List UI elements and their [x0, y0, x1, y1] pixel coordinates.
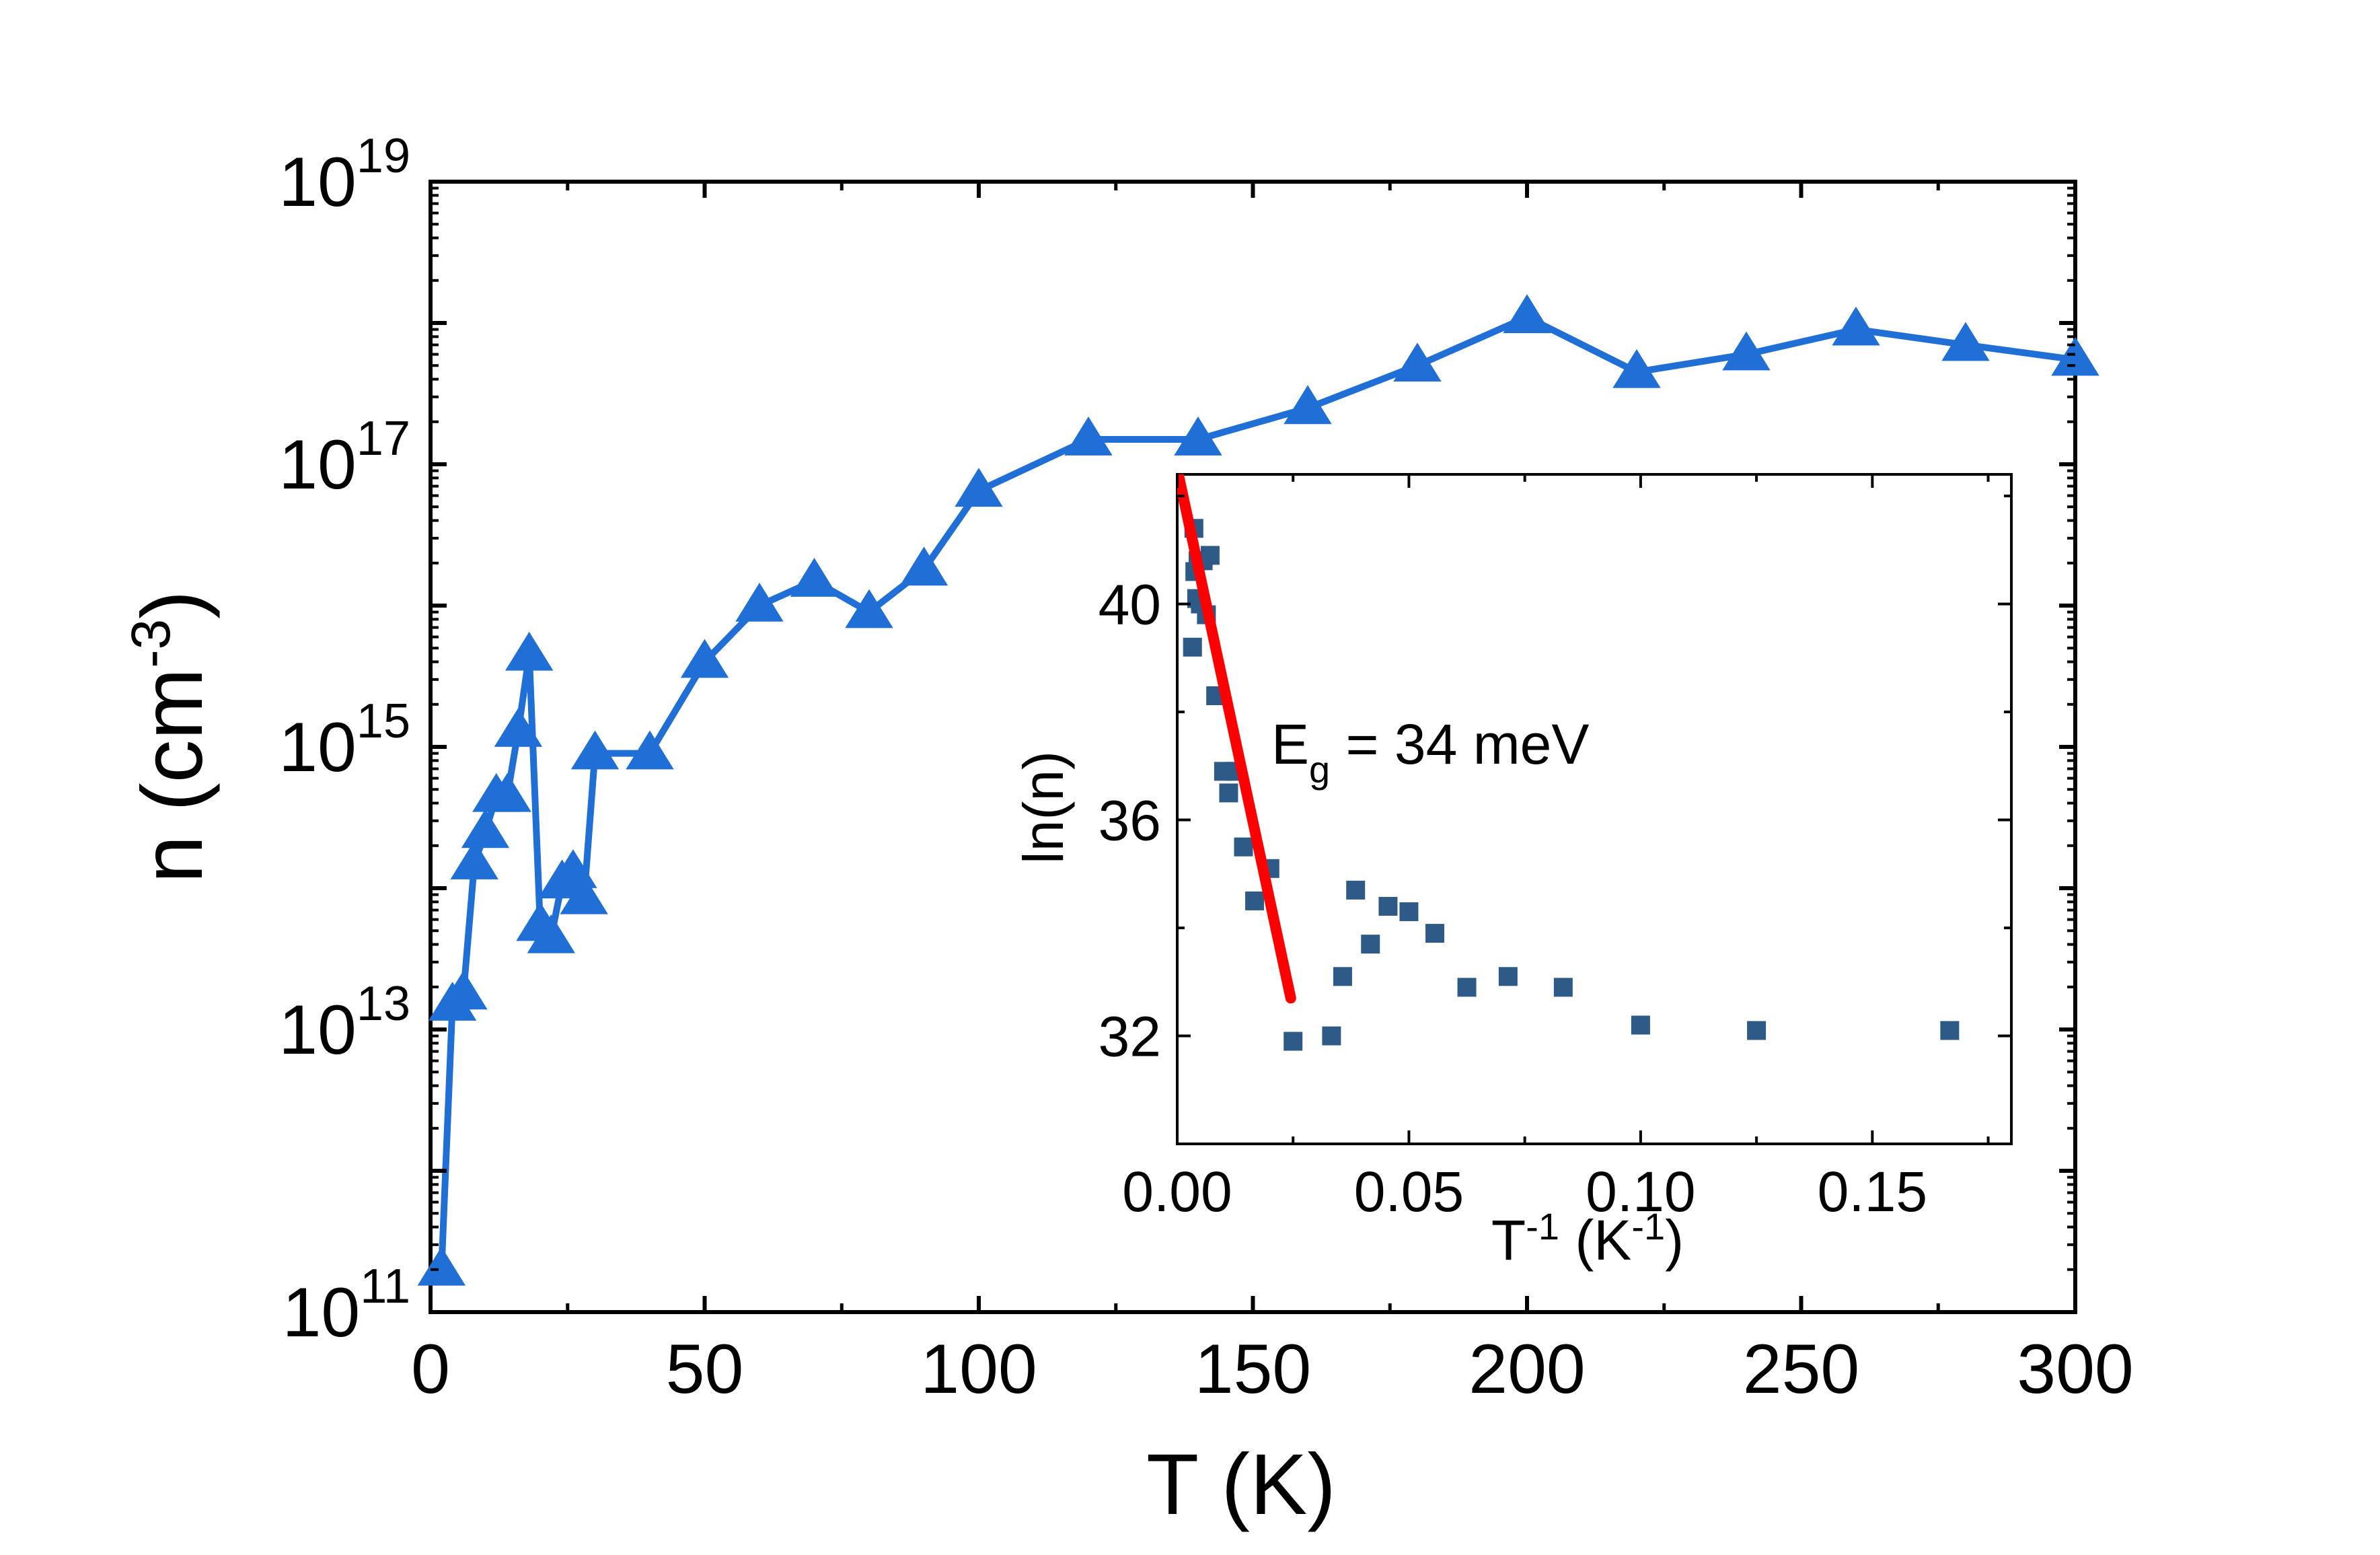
- main-x-tick-label: 150: [1195, 1330, 1312, 1408]
- main-data-point: [494, 708, 543, 747]
- main-data-point: [527, 914, 575, 953]
- inset-data-point: [1361, 935, 1380, 954]
- main-x-axis-title: T (K): [1146, 1437, 1336, 1533]
- main-data-point: [1393, 342, 1442, 382]
- main-data-point: [1832, 306, 1880, 346]
- main-data-point: [1941, 322, 1990, 361]
- main-data-point: [626, 730, 674, 770]
- inset-y-axis: 32 36 40: [1099, 495, 2011, 1145]
- inset-x-tick-label: 0.05: [1354, 1160, 1464, 1223]
- main-data-point: [735, 583, 784, 622]
- inset-data-point: [1183, 637, 1202, 657]
- main-data-point: [450, 840, 498, 879]
- main-y-axis-title: n (cm-3): [120, 590, 221, 883]
- main-data-point: [560, 875, 608, 914]
- main-y-tick-label: 1011: [283, 1260, 410, 1352]
- main-y-axis: 1011 1013 1015 1017 1019: [278, 129, 2075, 1352]
- inset-data-point: [1457, 978, 1477, 997]
- inset-plot-area: [1176, 473, 2013, 1145]
- inset-data-point: [1631, 1015, 1650, 1035]
- main-data-point: [1284, 385, 1332, 425]
- inset-y-tick-label: 40: [1099, 573, 1161, 637]
- main-data-point: [1503, 294, 1551, 334]
- inset-data-point: [1747, 1021, 1767, 1040]
- main-data-point: [1612, 349, 1661, 388]
- inset-x-axis: 0.00 0.05 0.10 0.15: [1122, 474, 1990, 1223]
- main-data-point: [680, 639, 729, 678]
- main-y-tick-label: 1019: [278, 129, 410, 221]
- main-y-tick-label: 1013: [278, 977, 410, 1069]
- inset-plot-frame: [1176, 473, 2013, 1145]
- main-y-tick-label: 1017: [278, 412, 410, 504]
- inset-data-point: [1245, 891, 1265, 910]
- inset-data-point: [1219, 783, 1238, 803]
- inset-data-point: [1234, 837, 1253, 857]
- main-data-point: [417, 1246, 466, 1286]
- main-data-point: [955, 468, 1003, 507]
- main-x-tick-label: 50: [666, 1330, 744, 1408]
- inset-x-tick-label: 0.10: [1586, 1160, 1696, 1223]
- main-x-tick-label: 0: [411, 1330, 450, 1408]
- main-data-point: [1174, 417, 1222, 456]
- inset-data-point: [1200, 546, 1220, 565]
- inset-fit-line: [1177, 474, 1296, 1004]
- main-data-point: [461, 809, 510, 848]
- inset-data-point: [1322, 1026, 1341, 1046]
- main-data-point: [2051, 336, 2099, 376]
- main-x-axis: 0 50 100 150 200 250 300: [411, 182, 2134, 1408]
- inset-data-point: [1940, 1021, 1960, 1040]
- main-data-point: [570, 730, 620, 770]
- main-x-tick-label: 200: [1468, 1330, 1586, 1408]
- inset-data-point: [1425, 924, 1445, 943]
- inset-data-point: [1284, 1032, 1303, 1051]
- main-data-point: [790, 558, 839, 597]
- main-data-point: [1722, 331, 1771, 371]
- inset-y-tick-label: 32: [1099, 1005, 1161, 1069]
- inset-data-point: [1333, 967, 1352, 986]
- inset-y-tick-label: 36: [1099, 789, 1161, 853]
- main-data-point: [899, 546, 949, 586]
- main-data-point: [1064, 417, 1113, 456]
- main-x-tick-label: 250: [1743, 1330, 1860, 1408]
- main-data-point: [505, 631, 554, 671]
- main-x-tick-label: 100: [920, 1330, 1037, 1408]
- inset-data-point: [1498, 967, 1518, 986]
- main-chart: 0 50 100 150 200 250 300 10111013101510171019 …: [120, 129, 2134, 1533]
- main-y-tick-label: 1015: [278, 694, 410, 787]
- inset-y-axis-title: ln(n): [1012, 751, 1075, 864]
- main-x-tick-label: 300: [2017, 1330, 2134, 1408]
- energy-gap-annotation: Eg = 34 meV: [1271, 713, 1589, 791]
- inset-data-point: [1378, 896, 1398, 916]
- main-data-point: [483, 772, 531, 812]
- inset-x-tick-label: 0.00: [1122, 1160, 1232, 1223]
- inset-x-axis-title: T-1 (K-1): [1491, 1205, 1684, 1272]
- inset-x-tick-label: 0.15: [1818, 1160, 1928, 1223]
- inset-data-point: [1553, 978, 1573, 997]
- main-data-point: [439, 970, 488, 1010]
- main-data-point: [845, 589, 893, 628]
- inset-data-point: [1399, 902, 1419, 921]
- inset-data-point: [1346, 880, 1366, 900]
